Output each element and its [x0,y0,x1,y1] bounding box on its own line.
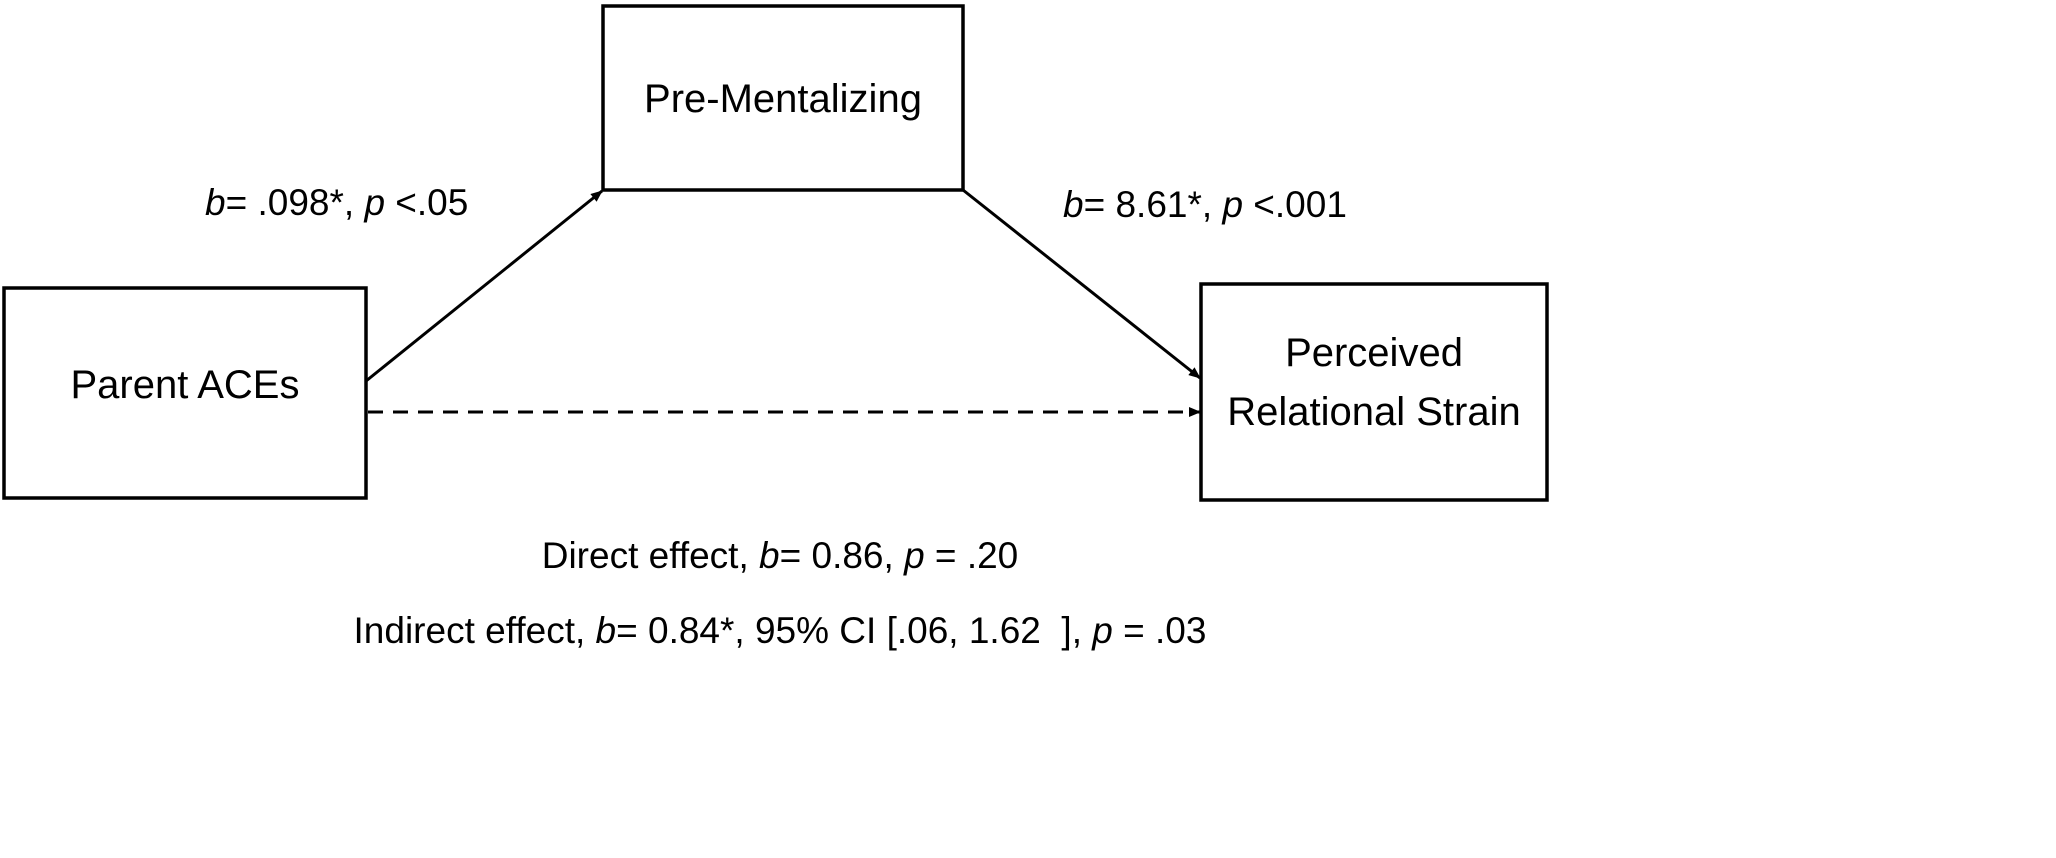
node-label-line2: Relational Strain [1227,390,1521,434]
path-b-coefficient: b= 8.61*, p <.001 [1063,184,1347,225]
direct-effect: Direct effect, b= 0.86, p = .20 [542,535,1019,576]
node-label: Parent ACEs [70,363,299,407]
node-parent-aces: Parent ACEs [2,286,368,500]
node-label-line1: Perceived [1285,331,1463,375]
path-a-coefficient: b= .098*, p <.05 [205,182,468,223]
arrow-b-path [962,188,1201,380]
indirect-effect: Indirect effect, b= 0.84*, 95% CI [.06, … [354,610,1207,651]
node-pre-mentalizing: Pre-Mentalizing [601,4,965,192]
node-perceived-relational-strain: Perceived Relational Strain [1199,282,1549,502]
arrow-a-path [365,189,603,383]
node-label: Pre-Mentalizing [644,77,922,121]
